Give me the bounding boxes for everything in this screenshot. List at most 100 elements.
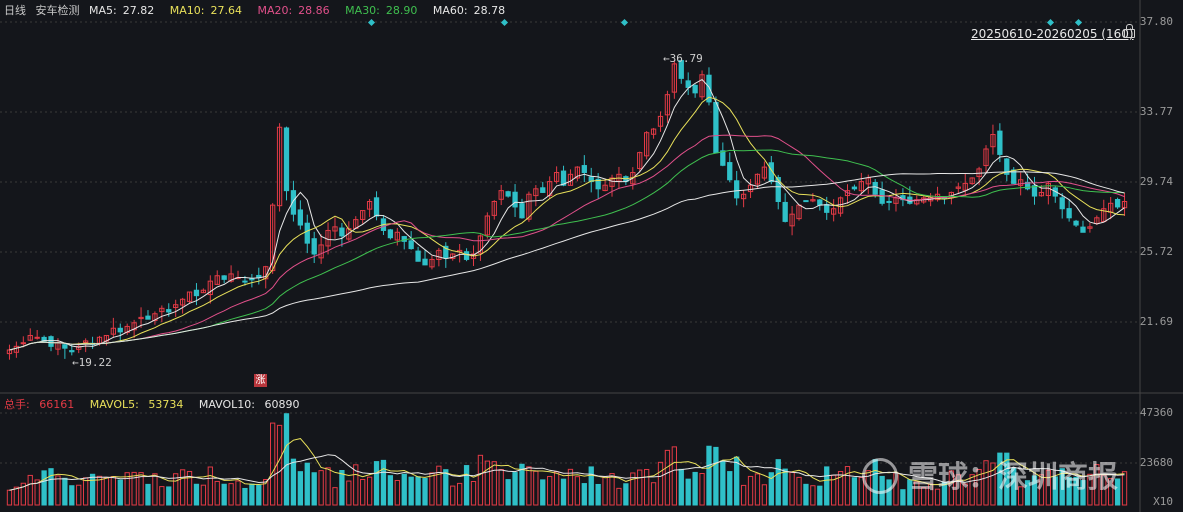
volume-bar — [380, 459, 387, 506]
lock-icon[interactable] — [1124, 24, 1135, 38]
volume-bar — [630, 472, 636, 506]
candle-body — [983, 148, 989, 167]
volume-bar — [1108, 478, 1114, 506]
volume-bar — [824, 466, 830, 506]
candle-body — [574, 166, 581, 179]
candle-body — [747, 184, 754, 193]
candle-body — [810, 199, 816, 202]
candle-body — [990, 134, 996, 148]
volume-bar — [796, 476, 802, 506]
ma5-label: MA5: 27.82 — [89, 4, 155, 17]
candle-body — [727, 162, 733, 181]
candle-body — [27, 334, 33, 341]
candle-body — [373, 197, 380, 217]
volume-bar — [62, 477, 68, 506]
signal-marker — [620, 18, 629, 27]
volume-bar — [1080, 480, 1086, 506]
volume-bar — [1038, 474, 1045, 506]
candle-body — [831, 208, 837, 215]
volume-bar — [1087, 473, 1093, 506]
volume-bar — [921, 487, 927, 506]
candle-body — [401, 236, 407, 242]
volume-bar — [332, 487, 338, 506]
candle-body — [955, 186, 961, 189]
candle-body — [706, 74, 712, 103]
candle-body — [193, 289, 200, 297]
candle-body — [152, 313, 158, 321]
volume-bar — [304, 462, 310, 506]
mavol10-line — [9, 454, 1125, 491]
volume-bar — [159, 486, 165, 506]
volume-bar — [609, 473, 615, 506]
candle-body — [595, 178, 601, 190]
candle-body — [664, 94, 671, 116]
candle-body — [997, 130, 1003, 155]
volume-bar — [512, 472, 518, 506]
candle-body — [720, 150, 726, 166]
volume-bar — [505, 479, 511, 506]
mavol5-value: 53734 — [148, 398, 184, 411]
volume-bar — [574, 476, 581, 506]
low-annotation: ←19.22 — [72, 356, 112, 369]
candle-body — [553, 172, 560, 182]
candle-body — [221, 275, 227, 280]
candle-body — [131, 322, 137, 331]
volume-bar — [644, 468, 650, 506]
watermark: 雪球：深圳商报 — [862, 452, 1118, 497]
candlesticks — [6, 59, 1128, 360]
volume-bar — [6, 489, 13, 506]
volume-bar — [41, 470, 47, 506]
candle-body — [69, 350, 75, 353]
volume-bar — [401, 473, 407, 506]
candle-body — [1031, 185, 1038, 197]
candle-body — [1018, 179, 1024, 186]
candle-body — [858, 181, 864, 192]
date-range-label[interactable]: 20250610-20260205 (160) — [971, 27, 1134, 41]
price-tick-5: 21.69 — [1139, 315, 1173, 328]
volume-bar — [207, 466, 213, 506]
candle-body — [318, 244, 324, 259]
volume-bar — [734, 456, 740, 506]
candle-body — [339, 227, 345, 237]
volume-bar — [547, 475, 553, 506]
volume-bar — [69, 485, 75, 506]
volume-bar — [810, 485, 816, 506]
volume-bar — [360, 478, 366, 506]
volume-header: 总手: 66161 MAVOL5: 53734 MAVOL10: 60890 — [4, 396, 312, 412]
ma20-line — [9, 134, 1125, 351]
candle-body — [1121, 201, 1128, 209]
volume-bar — [782, 468, 788, 506]
volume-bar — [256, 484, 262, 506]
candle-body — [803, 200, 809, 203]
candle-body — [276, 126, 283, 207]
candle-body — [671, 63, 677, 93]
ma5-line — [9, 78, 1125, 351]
candle-body — [533, 188, 539, 197]
signal-marker — [500, 18, 509, 27]
volume-bar — [117, 479, 123, 506]
total-volume-label: 总手: — [4, 398, 30, 411]
candle-body — [1024, 181, 1031, 190]
period-label[interactable]: 日线 — [4, 4, 26, 17]
volume-bar — [1121, 471, 1128, 506]
limit-up-badge: 涨 — [254, 374, 267, 387]
volume-bar — [339, 469, 345, 506]
volume-bar — [138, 472, 144, 506]
candle-body — [290, 190, 297, 215]
volume-bar — [477, 454, 484, 506]
candle-body — [886, 200, 892, 203]
volume-bar — [1031, 475, 1038, 506]
candle-body — [754, 173, 761, 185]
candle-body — [145, 315, 151, 320]
candle-body — [491, 201, 497, 216]
volume-bar — [373, 461, 380, 506]
candle-body — [817, 199, 823, 206]
candle-body — [173, 304, 179, 309]
candle-body — [775, 177, 781, 202]
volume-bar — [1073, 476, 1079, 506]
volume-bar — [844, 466, 851, 506]
candle-body — [851, 186, 858, 190]
volume-bar — [934, 488, 941, 506]
candle-body — [228, 273, 234, 282]
volume-bar — [436, 465, 442, 506]
